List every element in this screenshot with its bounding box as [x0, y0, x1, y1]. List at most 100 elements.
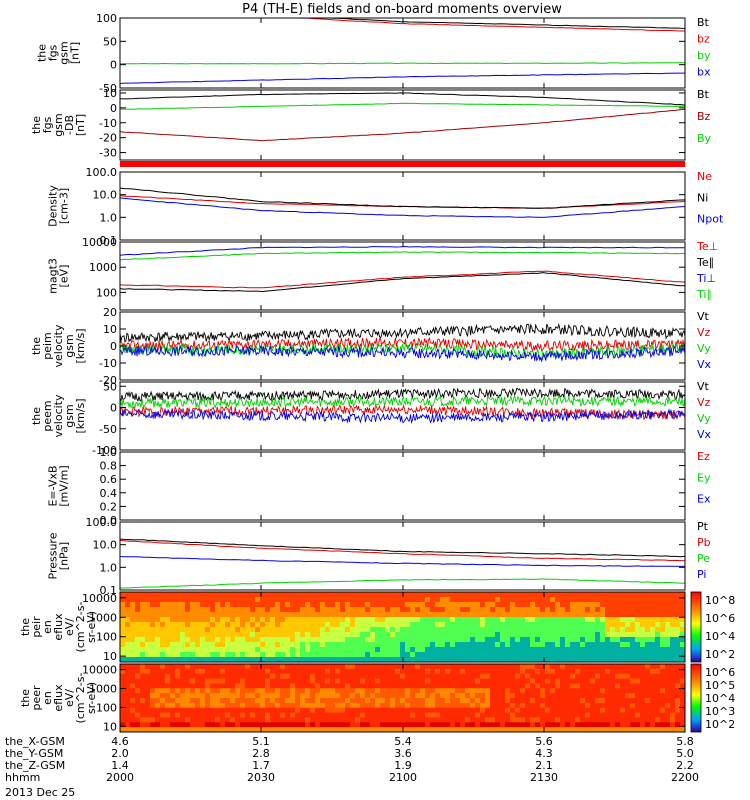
- spectrogram-cell: [235, 707, 241, 713]
- spectrogram-cell: [530, 668, 536, 675]
- spectrogram-cell: [370, 637, 376, 643]
- spectrogram-cell: [430, 688, 436, 694]
- spectrogram-cell: [560, 693, 566, 699]
- spectrogram-cell: [610, 607, 616, 613]
- spectrogram-cell: [320, 617, 326, 623]
- spectrogram-cell: [495, 668, 501, 675]
- series-line-bz: [293, 18, 685, 32]
- spectrogram-cell: [550, 664, 556, 670]
- spectrogram-cell: [505, 657, 511, 662]
- spectrogram-cell: [400, 688, 406, 694]
- spectrogram-cell: [495, 712, 501, 718]
- spectrogram-cell: [385, 607, 391, 613]
- spectrogram-cell: [355, 722, 361, 728]
- spectrogram-cell: [270, 592, 276, 598]
- spectrogram-cell: [350, 637, 356, 643]
- spectrogram-cell: [365, 727, 371, 732]
- spectrogram-cell: [170, 722, 176, 728]
- spectrogram-cell: [355, 693, 361, 699]
- spectrogram-cell: [185, 693, 191, 699]
- spectrogram-cell: [120, 647, 126, 653]
- spectrogram-cell: [410, 612, 416, 618]
- spectrogram-cell: [155, 592, 161, 598]
- spectrogram-cell: [660, 664, 666, 670]
- spectrogram-cell: [475, 673, 481, 679]
- spectrogram-cell: [545, 668, 551, 675]
- spectrogram-cell: [450, 688, 456, 694]
- spectrogram-cell: [495, 683, 501, 689]
- spectrogram-cell: [610, 698, 616, 704]
- spectrogram-cell: [370, 693, 376, 699]
- spectrogram-cell: [335, 622, 341, 628]
- spectrogram-cell: [435, 664, 441, 670]
- spectrogram-cell: [485, 688, 491, 694]
- spectrogram-cell: [620, 597, 626, 603]
- spectrogram-cell: [395, 722, 401, 728]
- footer-value: 2130: [530, 771, 558, 784]
- spectrogram-cell: [130, 637, 136, 643]
- spectrogram-cell: [295, 678, 301, 684]
- spectrogram-cell: [240, 637, 246, 643]
- spectrogram-cell: [205, 673, 211, 679]
- spectrogram-cell: [675, 647, 681, 653]
- spectrogram-cell: [580, 673, 586, 679]
- spectrogram-cell: [575, 668, 581, 675]
- spectrogram-cell: [560, 647, 566, 653]
- spectrogram-cell: [460, 617, 466, 623]
- spectrogram-cell: [545, 632, 551, 638]
- spectrogram-cell: [460, 627, 466, 633]
- spectrogram-cell: [465, 664, 471, 670]
- y-axis-label: the: [36, 44, 49, 62]
- spectrogram-cell: [190, 727, 196, 732]
- spectrogram-cell: [335, 678, 341, 684]
- spectrogram-cell: [605, 727, 611, 732]
- spectrogram-cell: [445, 712, 451, 718]
- spectrogram-cell: [645, 668, 651, 675]
- spectrogram-cell: [515, 657, 521, 662]
- spectrogram-cell: [140, 592, 146, 598]
- spectrogram-cell: [300, 652, 306, 658]
- spectrogram-cell: [680, 612, 685, 618]
- spectrogram-cell: [665, 657, 671, 662]
- spectrogram-cell: [260, 673, 266, 679]
- spectrogram-cell: [645, 722, 651, 728]
- y-tick-label: 100.0: [86, 516, 118, 529]
- spectrogram-cell: [305, 597, 311, 603]
- series-line-Te∥: [120, 272, 685, 293]
- spectrogram-cell: [660, 702, 666, 709]
- spectrogram-cell: [175, 607, 181, 613]
- spectrogram-cell: [670, 657, 676, 662]
- spectrogram-cell: [310, 622, 316, 628]
- spectrogram-cell: [585, 632, 591, 638]
- spectrogram-cell: [420, 622, 426, 628]
- spectrogram-cell: [420, 637, 426, 643]
- spectrogram-cell: [680, 617, 685, 623]
- spectrogram-cell: [280, 612, 286, 618]
- spectrogram-cell: [475, 637, 481, 643]
- spectrogram-cell: [605, 612, 611, 618]
- spectrogram-cell: [275, 647, 281, 653]
- spectrogram-cell: [135, 612, 141, 618]
- spectrogram-cell: [490, 617, 496, 623]
- spectrogram-cell: [390, 602, 396, 608]
- spectrogram-cell: [185, 617, 191, 623]
- spectrogram-cell: [185, 642, 191, 648]
- spectrogram-cell: [385, 673, 391, 679]
- spectrogram-cell: [175, 698, 181, 704]
- spectrogram-cell: [590, 707, 596, 713]
- spectrogram-cell: [315, 652, 321, 658]
- y-axis-label: fgs: [41, 116, 54, 133]
- series-line-Ti⊥: [120, 245, 685, 256]
- spectrogram-cell: [580, 664, 586, 670]
- spectrogram-cell: [250, 678, 256, 684]
- spectrogram-cell: [535, 632, 541, 638]
- spectrogram-cell: [300, 717, 306, 723]
- spectrogram-cell: [550, 707, 556, 713]
- spectrogram-cell: [205, 688, 211, 694]
- y-tick-label: 100: [96, 286, 117, 299]
- spectrogram-cell: [405, 722, 411, 728]
- spectrogram-cell: [610, 637, 616, 643]
- spectrogram-cell: [305, 668, 311, 675]
- spectrogram-cell: [370, 617, 376, 623]
- spectrogram-cell: [415, 693, 421, 699]
